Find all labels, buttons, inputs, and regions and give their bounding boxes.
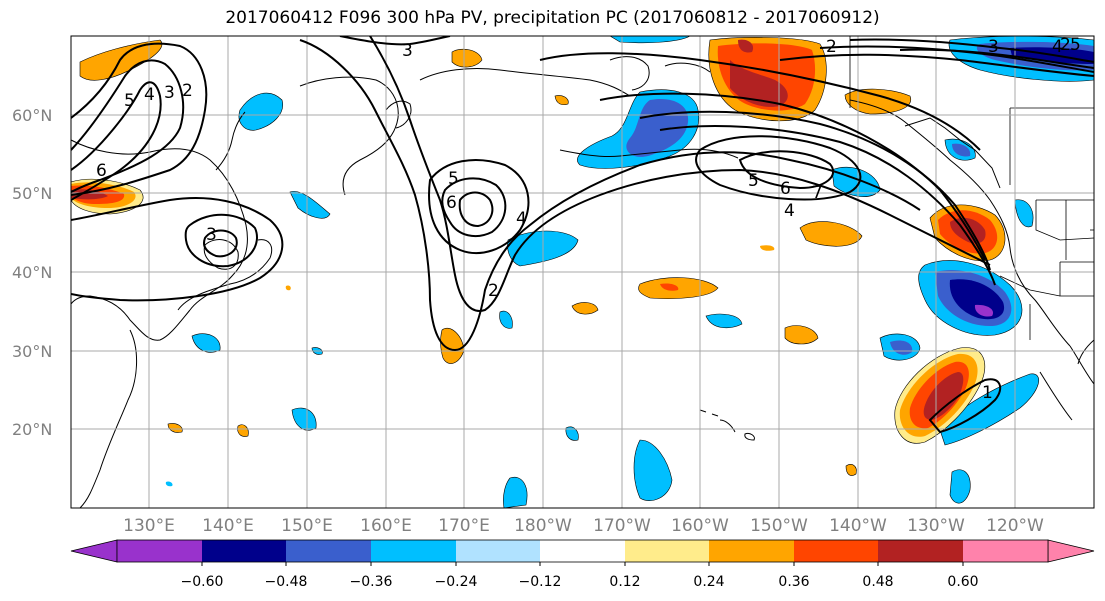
contour-label: 2 bbox=[826, 37, 837, 57]
colorbar-segment bbox=[371, 540, 456, 562]
lat-label-30n: 30°N bbox=[12, 342, 52, 361]
colorbar-extend-low bbox=[70, 539, 118, 563]
contour-label: 4 bbox=[144, 85, 155, 105]
contour-label: 5 bbox=[448, 169, 459, 189]
lon-label: 170°E bbox=[438, 516, 490, 536]
contour-label: 3 bbox=[402, 41, 413, 61]
pv-contour-gulf-1 bbox=[539, 52, 981, 151]
colorbar-tick-label: 0.60 bbox=[947, 574, 978, 590]
lon-label: 150°W bbox=[750, 516, 808, 536]
lon-label: 150°E bbox=[281, 516, 333, 536]
pv-contour-west-1 bbox=[71, 42, 208, 196]
contour-label: 5 bbox=[124, 91, 135, 111]
colorbar-segment bbox=[540, 540, 625, 562]
colorbar-tick-label: 0.48 bbox=[862, 574, 893, 590]
lon-label: 140°W bbox=[829, 516, 887, 536]
colorbar-segment bbox=[963, 540, 1048, 562]
contour-label: 3 bbox=[164, 83, 175, 103]
colorbar-tick-label: 0.36 bbox=[778, 574, 809, 590]
contour-label: 4 bbox=[784, 201, 795, 221]
colorbar-tick-label: −0.60 bbox=[181, 574, 224, 590]
colorbar-tick-label: 0.12 bbox=[609, 574, 640, 590]
contour-label: 2 bbox=[1060, 35, 1071, 55]
colorbar-segment bbox=[709, 540, 794, 562]
pv-contour-subtropical bbox=[928, 378, 1002, 434]
coastlines bbox=[71, 56, 1094, 508]
lon-label: 160°W bbox=[671, 516, 729, 536]
pv-contour-central-1 bbox=[299, 39, 921, 352]
lon-label: 170°W bbox=[593, 516, 651, 536]
lat-label-60n: 60°N bbox=[12, 106, 52, 125]
contour-label: 6 bbox=[780, 179, 791, 199]
colorbar-segment bbox=[117, 540, 202, 562]
contour-label: 6 bbox=[96, 161, 107, 181]
contour-label: 4 bbox=[516, 209, 527, 229]
lat-label-50n: 50°N bbox=[12, 184, 52, 203]
contour-label: 4 bbox=[1052, 37, 1063, 57]
map-frame bbox=[70, 35, 1095, 509]
colorbar-segment bbox=[625, 540, 709, 562]
lon-label: 160°E bbox=[360, 516, 412, 536]
colorbar-tick-label: −0.36 bbox=[350, 574, 393, 590]
longitude-labels: 130°E 140°E 150°E 160°E 170°E 180°W 170°… bbox=[123, 516, 1044, 536]
colorbar-frame bbox=[116, 539, 1049, 563]
lat-label-20n: 20°N bbox=[12, 420, 52, 439]
lon-label: 180°W bbox=[514, 516, 572, 536]
lon-label: 130°E bbox=[123, 516, 175, 536]
contour-label: 3 bbox=[988, 37, 999, 57]
colorbar-segment bbox=[202, 540, 286, 562]
contour-label: 2 bbox=[488, 281, 499, 301]
colorbar-tick-label: −0.12 bbox=[519, 574, 562, 590]
latitude-labels: 60°N 50°N 40°N 30°N 20°N bbox=[12, 106, 52, 439]
contour-label: 1 bbox=[982, 383, 993, 403]
gridlines bbox=[71, 36, 1094, 508]
lon-label: 140°E bbox=[202, 516, 254, 536]
map-title: 2017060412 F096 300 hPa PV, precipitatio… bbox=[225, 8, 880, 28]
colorbar-segment bbox=[456, 540, 540, 562]
colorbar-segment bbox=[878, 540, 963, 562]
contour-label: 5 bbox=[748, 171, 759, 191]
map-area: 3 2 3 4 5 3 2 5 6 4 2 5 6 7 4 2 3 4 5 1 … bbox=[71, 35, 1094, 508]
contour-label: 6 bbox=[446, 193, 457, 213]
colorbar-segment bbox=[286, 540, 371, 562]
colorbar-tick-label: −0.24 bbox=[435, 574, 478, 590]
lon-label: 120°W bbox=[986, 516, 1044, 536]
lon-label: 130°W bbox=[907, 516, 965, 536]
lat-label-40n: 40°N bbox=[12, 263, 52, 282]
colorbar-segments bbox=[117, 540, 1048, 562]
colorbar-labels: −0.60 −0.48 −0.36 −0.24 −0.12 0.12 0.24 0.36 0.4… bbox=[181, 562, 979, 590]
contour-label: 2 bbox=[182, 81, 193, 101]
contour-labels: 3 2 3 4 5 3 2 5 6 4 2 5 6 7 4 2 3 4 5 1 … bbox=[96, 35, 1081, 403]
contour-label: 7 bbox=[812, 183, 823, 203]
colorbar: −0.60 −0.48 −0.36 −0.24 −0.12 0.12 0.24 0.36 0.4… bbox=[70, 539, 1095, 590]
boundaries bbox=[849, 36, 1094, 340]
colorbar-extend-high bbox=[1047, 539, 1095, 563]
precip-neg-eastpac bbox=[939, 373, 1039, 446]
colorbar-tick-label: 0.24 bbox=[693, 574, 724, 590]
contour-label: 3 bbox=[206, 225, 217, 245]
contour-label: 5 bbox=[1070, 35, 1081, 55]
colorbar-tick-label: −0.48 bbox=[265, 574, 308, 590]
colorbar-segment bbox=[794, 540, 878, 562]
pv-contours bbox=[71, 36, 1094, 434]
